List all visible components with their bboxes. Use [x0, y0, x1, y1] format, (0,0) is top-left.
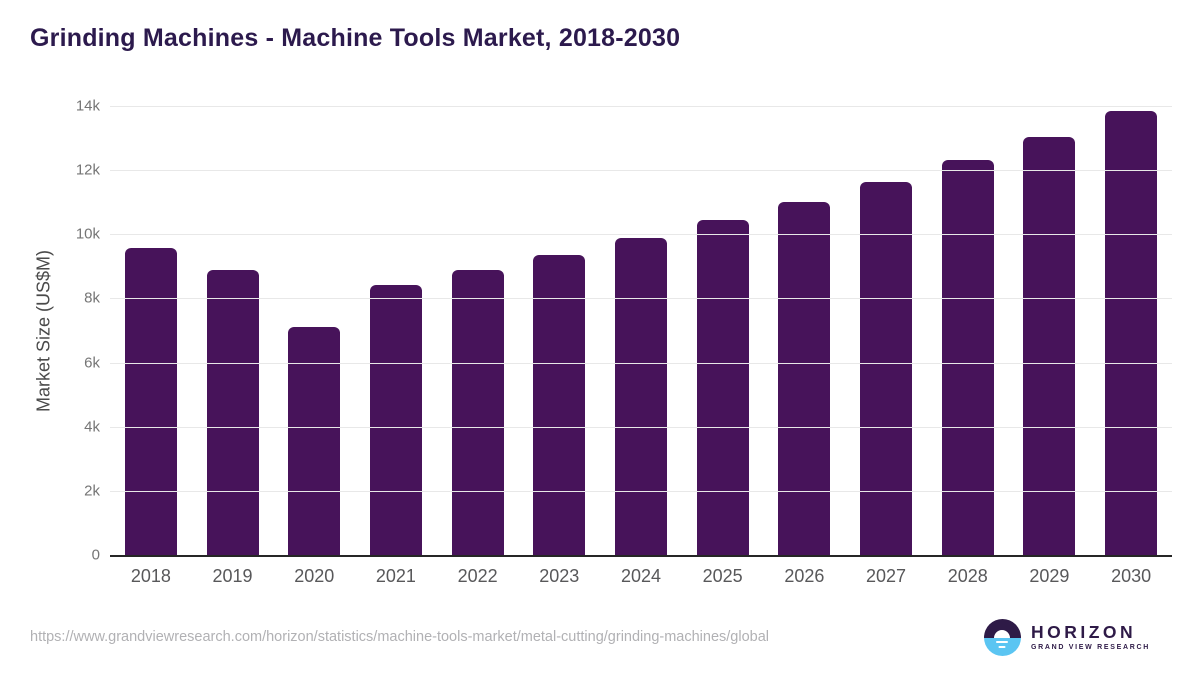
y-tick-label-4k: 4k — [84, 418, 100, 436]
gridline-12k — [110, 170, 1172, 172]
bar-slot-2020 — [273, 106, 355, 555]
bar-2027[interactable] — [860, 181, 913, 555]
gridline-10k — [110, 234, 1172, 236]
x-tick-label-2026: 2026 — [784, 566, 825, 586]
bar-2018[interactable] — [124, 248, 177, 555]
bar-slot-2018 — [110, 106, 192, 555]
y-tick-label-6k: 6k — [84, 354, 100, 372]
plot-area — [110, 106, 1172, 557]
x-axis-labels: 2018 2019 2020 2021 2022 2023 2024 2025 2026 2027… — [110, 566, 1172, 587]
bar-slot-2025 — [682, 106, 764, 555]
logo-reflection-dash — [998, 645, 1006, 648]
source-url[interactable]: https://www.grandviewresearch.com/horizo… — [30, 629, 770, 645]
gridline-8k — [110, 298, 1172, 300]
y-tick-label-10k: 10k — [75, 225, 100, 243]
bar-2023[interactable] — [533, 254, 586, 555]
bar-2024[interactable] — [614, 238, 667, 555]
bar-slot-2026 — [764, 106, 846, 555]
bar-2021[interactable] — [369, 284, 422, 555]
x-tick-label-2030: 2030 — [1111, 566, 1152, 586]
y-tick-label-14k: 14k — [75, 97, 100, 115]
bar-slot-2023 — [518, 106, 600, 555]
logo-sun-icon — [994, 629, 1011, 638]
bar-slot-2022 — [437, 106, 519, 555]
gridline-6k — [110, 362, 1172, 364]
bar-slot-2029 — [1009, 106, 1091, 555]
x-tick-label-2018: 2018 — [130, 566, 171, 586]
x-tick-label-2023: 2023 — [539, 566, 580, 586]
bar-2026[interactable] — [778, 202, 831, 555]
logo-sky-half — [983, 619, 1021, 638]
gridline-14k — [110, 106, 1172, 107]
x-tick-label-2028: 2028 — [947, 566, 988, 586]
bar-2028[interactable] — [941, 159, 994, 555]
y-tick-label-2k: 2k — [84, 482, 100, 500]
bar-2019[interactable] — [206, 269, 259, 555]
bar-slot-2030 — [1090, 106, 1172, 555]
bar-slot-2024 — [600, 106, 682, 555]
y-axis-ticks: 0 2k 4k 6k 8k 10k 12k 14k — [0, 98, 100, 564]
x-tick-label-2024: 2024 — [620, 566, 661, 586]
bar-slot-2027 — [845, 106, 927, 555]
bar-2030[interactable] — [1105, 111, 1158, 555]
bars-row — [110, 106, 1172, 555]
y-tick-label-12k: 12k — [75, 161, 100, 179]
horizon-logo[interactable]: HORIZON GRAND VIEW RESEARCH — [983, 619, 1150, 656]
logo-subtitle: GRAND VIEW RESEARCH — [1030, 644, 1150, 652]
bar-slot-2028 — [927, 106, 1009, 555]
x-tick-label-2025: 2025 — [702, 566, 743, 586]
bar-2029[interactable] — [1023, 137, 1076, 555]
bar-2022[interactable] — [451, 270, 504, 555]
x-tick-label-2020: 2020 — [294, 566, 335, 586]
y-tick-label-8k: 8k — [84, 289, 100, 307]
logo-name: HORIZON — [1030, 621, 1137, 642]
bar-slot-2019 — [192, 106, 274, 555]
x-tick-label-2019: 2019 — [212, 566, 253, 586]
bar-2020[interactable] — [288, 326, 341, 555]
bar-2025[interactable] — [696, 220, 749, 555]
horizon-sun-circle-icon — [983, 619, 1021, 656]
bar-slot-2021 — [355, 106, 437, 555]
x-tick-label-2021: 2021 — [375, 566, 416, 586]
gridline-2k — [110, 490, 1172, 492]
y-tick-label-0: 0 — [91, 546, 100, 564]
gridline-4k — [110, 426, 1172, 428]
logo-text: HORIZON GRAND VIEW RESEARCH — [1030, 621, 1150, 652]
x-tick-label-2029: 2029 — [1029, 566, 1070, 586]
logo-reflection-dash — [996, 640, 1009, 643]
chart-title: Grinding Machines - Machine Tools Market… — [30, 24, 681, 52]
x-tick-label-2022: 2022 — [457, 566, 498, 586]
x-tick-label-2027: 2027 — [866, 566, 907, 586]
